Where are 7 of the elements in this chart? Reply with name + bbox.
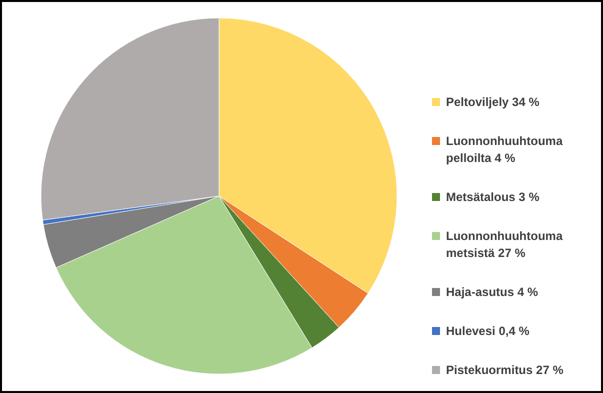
legend-label: Luonnonhuuhtouma metsistä 27 % xyxy=(446,229,563,260)
legend-label: Hulevesi 0,4 % xyxy=(446,324,530,338)
legend-label: Peltoviljely 34 % xyxy=(446,95,540,110)
legend-label: Luonnonhuuhtouma pelloilta 4 % xyxy=(446,134,563,166)
legend-label: Pistekuormitus 27 % xyxy=(446,363,564,378)
legend-label: Haja-asutus 4 % xyxy=(446,285,538,300)
legend-label: Metsätalous 3 % xyxy=(446,190,540,204)
